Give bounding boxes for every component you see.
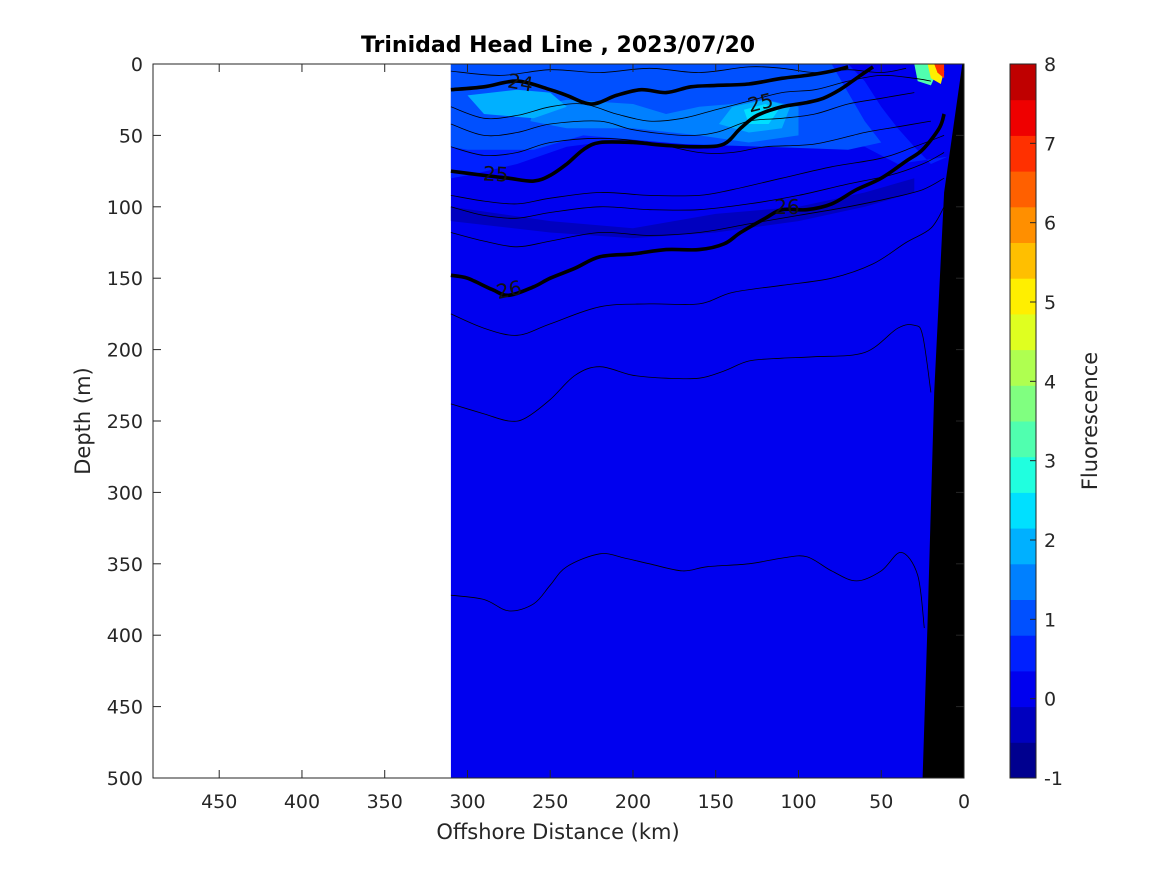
fluorescence-background [450, 64, 964, 778]
colorbar-swatch-19 [1010, 64, 1036, 101]
seafloor-mask [922, 64, 964, 778]
contour-bold-25-1 [450, 65, 875, 183]
colorbar-tick-label-7: 6 [1044, 213, 1056, 235]
y-tick-label-8: 400 [107, 625, 143, 647]
contour-bold-26-2 [450, 113, 946, 298]
x-axis-label: Offshore Distance (km) [436, 820, 679, 844]
y-tick-label-2: 100 [107, 197, 143, 219]
y-axis-label: Depth (m) [71, 367, 95, 474]
x-tick-label-3: 300 [449, 791, 485, 813]
contour-label-text-0: 24 [506, 69, 535, 97]
colorbar-tick-label-6: 5 [1044, 292, 1056, 314]
colorbar-tick-label-1: 0 [1044, 689, 1056, 711]
y-axis: 0 50 100 150 200 250 300 350 400 450 500 [107, 54, 964, 790]
x-tick-label-5: 200 [615, 791, 651, 813]
contour-thin-2 [450, 92, 915, 137]
y-tick-label-9: 450 [107, 697, 143, 719]
colorbar-tick-label-5: 4 [1044, 371, 1056, 393]
y-tick-label-6: 300 [107, 482, 143, 504]
fluorescence-patch-9 [450, 178, 915, 239]
contour-thin-9 [450, 552, 925, 629]
colorbar: -1 0 1 2 3 4 5 6 7 8 [1009, 54, 1063, 790]
contour-label-text-4: 26 [774, 195, 799, 219]
contour-thin-7 [450, 206, 945, 336]
contour-thin-0 [450, 66, 907, 76]
density-contours-thin [450, 66, 945, 629]
colorbar-tick-label-9: 8 [1044, 54, 1056, 76]
contour-thin-6 [450, 177, 945, 248]
colorbar-swatch-11 [1010, 349, 1036, 386]
colorbar-swatch-15 [1010, 206, 1036, 243]
colorbar-swatch-12 [1010, 313, 1036, 351]
colorbar-swatch-7 [1010, 492, 1036, 529]
fluorescence-patch-8 [934, 64, 945, 79]
colorbar-swatch-6 [1010, 528, 1036, 565]
x-tick-label-0: 450 [201, 791, 237, 813]
colorbar-swatch-3 [1010, 635, 1036, 672]
x-tick-label-4: 250 [532, 791, 568, 813]
plot-content: 24 25 25 26 26 [450, 64, 964, 778]
density-contours-bold [450, 65, 946, 298]
contour-label-1: 25 [482, 161, 509, 186]
colorbar-swatch-0 [1010, 742, 1036, 779]
colorbar-swatch-14 [1010, 242, 1036, 279]
y-tick-label-7: 350 [107, 554, 143, 576]
contour-thin-4 [450, 135, 945, 205]
y-tick-label-3: 150 [107, 268, 143, 290]
contour-label-0: 24 [506, 69, 535, 97]
contour-bold-24-0 [450, 65, 849, 106]
y-tick-label-10: 500 [107, 768, 143, 790]
colorbar-swatch-13 [1010, 278, 1036, 315]
colorbar-swatch-5 [1010, 563, 1036, 600]
contour-label-text-2: 25 [745, 88, 776, 117]
contour-labels: 24 25 25 26 26 [482, 69, 799, 304]
colorbar-label: Fluorescence [1078, 352, 1102, 490]
x-tick-label-1: 400 [284, 791, 320, 813]
colorbar-swatch-2 [1010, 670, 1036, 708]
colorbar-swatch-4 [1010, 599, 1036, 636]
y-tick-label-1: 50 [119, 125, 143, 147]
contour-label-text-1: 25 [482, 161, 509, 186]
contour-thin-8 [450, 324, 932, 422]
colorbar-swatch-1 [1010, 706, 1036, 743]
colorbar-swatch-18 [1010, 99, 1036, 136]
colorbar-tick-label-3: 2 [1044, 530, 1056, 552]
x-tick-label-8: 50 [869, 791, 893, 813]
colorbar-tick-label-0: -1 [1044, 768, 1063, 790]
contour-thin-3 [450, 120, 931, 157]
contour-label-2: 25 [745, 88, 776, 117]
contour-label-text-3: 26 [494, 275, 524, 304]
y-tick-label-0: 0 [131, 54, 143, 76]
colorbar-swatch-8 [1010, 456, 1036, 493]
x-axis: 450 400 350 300 250 200 150 100 50 0 [201, 64, 970, 813]
x-tick-label-2: 350 [367, 791, 403, 813]
x-tick-label-9: 0 [958, 791, 970, 813]
contour-label-4: 26 [774, 195, 799, 219]
colorbar-tick-label-4: 3 [1044, 451, 1056, 473]
contour-label-3: 26 [494, 275, 524, 304]
colorbar-swatch-10 [1010, 385, 1036, 422]
y-tick-label-5: 250 [107, 411, 143, 433]
colorbar-swatch-17 [1010, 135, 1036, 172]
colorbar-tick-label-8: 7 [1044, 133, 1056, 155]
colorbar-tick-label-2: 1 [1044, 609, 1056, 631]
colorbar-frame [1009, 63, 1037, 779]
chart-title: Trinidad Head Line , 2023/07/20 [361, 33, 755, 58]
colorbar-swatch-9 [1010, 421, 1036, 458]
x-tick-label-6: 150 [698, 791, 734, 813]
fluorescence-patch-5 [467, 89, 567, 119]
x-tick-label-7: 100 [780, 791, 816, 813]
contour-thin-1 [450, 74, 931, 122]
colorbar-swatch-16 [1010, 171, 1036, 208]
contour-thin-5 [450, 152, 945, 219]
y-tick-label-4: 200 [107, 340, 143, 362]
